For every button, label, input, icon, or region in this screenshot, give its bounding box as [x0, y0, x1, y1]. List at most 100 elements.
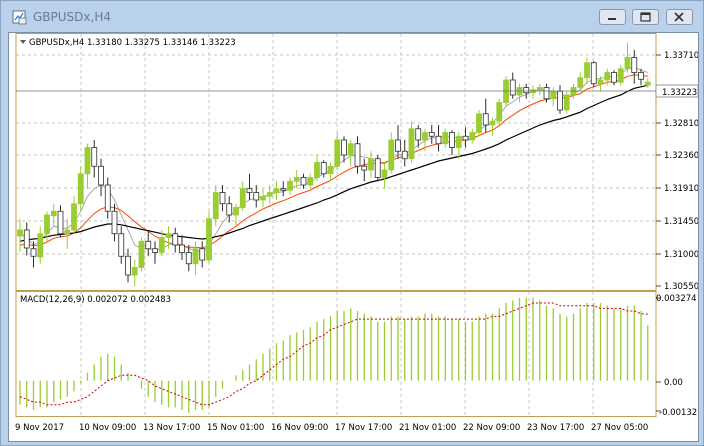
- candle: [408, 121, 415, 163]
- candle-body: [442, 132, 449, 145]
- candle: [442, 128, 449, 148]
- candle-body: [496, 102, 503, 122]
- candle-body: [631, 57, 638, 73]
- candle-body: [395, 139, 401, 152]
- candle-body: [172, 233, 179, 246]
- restore-button[interactable]: [632, 9, 659, 25]
- candle: [611, 70, 617, 86]
- main-grid: [16, 34, 656, 290]
- macd-grid: [80, 292, 594, 416]
- time-tick: 15 Nov 01:00: [207, 423, 264, 433]
- price-tick: 1.31000: [664, 250, 698, 260]
- candle-body: [388, 139, 395, 171]
- candle: [617, 65, 624, 86]
- candle: [631, 50, 638, 84]
- candle-body: [604, 72, 611, 81]
- time-tick: 10 Nov 09:00: [79, 423, 136, 433]
- candle: [624, 42, 631, 73]
- time-tick: 22 Nov 09:00: [463, 423, 520, 433]
- macd-frame: [15, 291, 657, 417]
- candle: [536, 83, 543, 95]
- candle: [577, 72, 584, 92]
- candle: [260, 188, 266, 208]
- time-tick: 27 Nov 05:00: [591, 423, 648, 433]
- main-chart-header: GBPUSDx,H4 1.33180 1.33275 1.33146 1.332…: [29, 38, 236, 48]
- candle-body: [408, 128, 415, 160]
- chart-svg[interactable]: GBPUSDx,H4 1.33180 1.33275 1.33146 1.332…: [9, 33, 699, 441]
- macd-signal: [19, 302, 648, 406]
- candle-body: [449, 132, 455, 148]
- candle: [111, 203, 118, 242]
- candle-body: [125, 255, 131, 276]
- minimize-button[interactable]: [599, 9, 626, 25]
- candle: [327, 162, 334, 182]
- candle-body: [509, 79, 516, 96]
- current-price-label: 1.33223: [662, 88, 697, 98]
- candle: [320, 160, 327, 178]
- candle-body: [293, 177, 300, 182]
- candle: [368, 151, 374, 178]
- restore-icon: [640, 12, 651, 22]
- time-tick: 23 Nov 17:00: [527, 423, 584, 433]
- candle: [644, 78, 651, 88]
- candle-body: [415, 128, 422, 141]
- candle: [496, 98, 503, 125]
- candle: [246, 173, 253, 200]
- candle-body: [185, 252, 192, 265]
- candle: [266, 185, 273, 204]
- close-icon: [674, 12, 684, 22]
- candle-body: [368, 158, 374, 171]
- candle: [334, 132, 341, 170]
- dropdown-triangle-icon[interactable]: [20, 40, 26, 44]
- candle: [415, 125, 422, 148]
- candle-body: [118, 233, 125, 257]
- candle-body: [17, 229, 23, 237]
- candle-body: [462, 135, 469, 141]
- candle: [455, 132, 462, 159]
- candle: [563, 91, 570, 114]
- candle: [584, 57, 590, 84]
- candle-body: [30, 248, 37, 257]
- time-tick: 21 Nov 01:00: [399, 423, 456, 433]
- macd-histogram: [19, 297, 649, 413]
- candle: [152, 241, 158, 264]
- candle-body: [287, 180, 293, 191]
- candle-body: [334, 139, 341, 167]
- candle: [307, 173, 314, 189]
- chart-area[interactable]: GBPUSDx,H4 1.33180 1.33275 1.33146 1.332…: [8, 32, 699, 442]
- candle: [138, 237, 145, 272]
- candle: [428, 125, 435, 144]
- candle-body: [611, 72, 617, 83]
- macd-signal-line: [19, 302, 648, 406]
- candle: [354, 136, 361, 174]
- moving-averages: [19, 66, 648, 254]
- candle-body: [77, 173, 84, 205]
- candle: [192, 241, 199, 275]
- candle: [347, 140, 354, 167]
- candle-body: [435, 135, 442, 145]
- candle-body: [374, 158, 381, 178]
- candle-body: [260, 195, 266, 201]
- candle-body: [199, 248, 206, 261]
- close-button[interactable]: [666, 9, 693, 25]
- price-tick: 1.31450: [664, 217, 698, 227]
- candle: [287, 177, 293, 195]
- candle: [469, 128, 476, 144]
- candle-body: [44, 214, 50, 235]
- title-bar[interactable]: GBPUSDx,H4: [1, 1, 703, 33]
- candle-body: [50, 210, 57, 217]
- candle-body: [104, 184, 111, 212]
- candle: [84, 143, 91, 189]
- candle-body: [476, 113, 482, 133]
- candle: [165, 226, 172, 249]
- candle-body: [314, 162, 320, 178]
- candle: [604, 68, 611, 86]
- time-tick: 13 Nov 17:00: [143, 423, 200, 433]
- price-tick: 1.32360: [664, 151, 698, 161]
- ma-mid-line: [19, 74, 648, 249]
- candle: [158, 230, 165, 257]
- candle-body: [266, 192, 273, 197]
- candle-body: [590, 62, 597, 85]
- candle: [17, 218, 23, 252]
- candle-body: [422, 132, 428, 141]
